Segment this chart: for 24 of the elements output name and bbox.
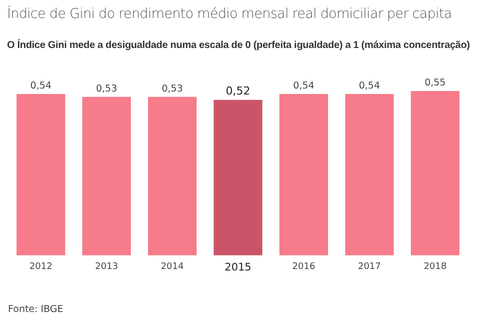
x-tick-label: 2014 <box>160 262 184 272</box>
data-label: 0,54 <box>30 80 52 92</box>
x-tick-label: 2018 <box>424 262 447 272</box>
bar <box>16 94 66 256</box>
x-tick-label: 2012 <box>29 262 52 272</box>
chart-title: Índice de Gini do rendimento médio mensal real domiciliar per capita <box>7 6 452 22</box>
data-label: 0,54 <box>358 80 380 92</box>
data-label: 0,53 <box>96 84 118 95</box>
bar <box>279 94 328 256</box>
data-label: 0,55 <box>424 78 446 89</box>
x-tick-label: 2017 <box>358 262 381 272</box>
source-note: Fonte: IBGE <box>8 304 64 315</box>
bar <box>214 100 262 256</box>
data-label: 0,52 <box>226 84 250 98</box>
bar <box>345 94 394 256</box>
data-label: 0,54 <box>293 80 314 92</box>
x-tick-label: 2016 <box>292 262 316 272</box>
bar <box>82 96 131 256</box>
bar <box>410 90 460 256</box>
data-label: 0,53 <box>162 84 183 95</box>
bar <box>148 96 197 256</box>
chart-subtitle: O Índice Gini mede a desigualdade numa escala de 0 (perfeita igualdade) a 1 (máxima concentração) <box>7 40 470 51</box>
x-tick-label: 2013 <box>95 262 118 272</box>
x-tick-label: 2015 <box>224 261 252 274</box>
